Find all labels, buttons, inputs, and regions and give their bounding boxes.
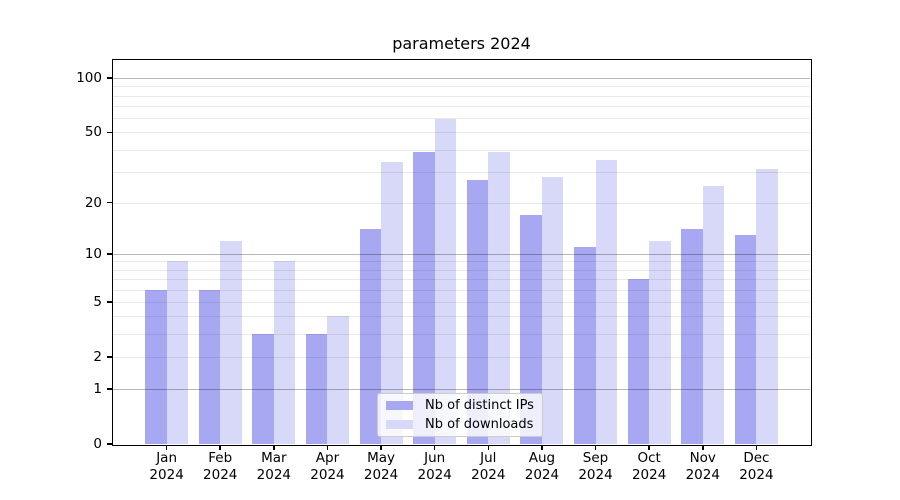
bar-distinct-ips-apr xyxy=(305,334,328,444)
bar-downloads-jul xyxy=(488,151,510,444)
x-tick-mark-sep xyxy=(594,445,597,450)
y-tick-mark-5 xyxy=(107,301,113,303)
x-tick-label-may: May 2024 xyxy=(363,450,399,483)
bar-distinct-ips-feb xyxy=(198,289,221,444)
y-tick-mark-1 xyxy=(107,388,113,390)
y-tick-mark-100 xyxy=(107,77,113,79)
bar-distinct-ips-may xyxy=(359,229,382,444)
x-tick-label-jan: Jan 2024 xyxy=(149,450,184,483)
y-tick-label-10: 10 xyxy=(84,245,102,262)
x-tick-label-nov: Nov 2024 xyxy=(685,450,720,483)
x-tick-mark-jul xyxy=(487,445,490,450)
y-tick-label-50: 50 xyxy=(84,124,102,141)
x-tick-mark-oct xyxy=(648,445,650,450)
bar-downloads-jun xyxy=(434,119,457,444)
bar-distinct-ips-jul xyxy=(466,179,489,444)
x-tick-mark-apr xyxy=(326,445,329,450)
x-tick-label-jul: Jul 2024 xyxy=(471,450,506,483)
bars-layer xyxy=(113,60,810,444)
x-tick-mark-may xyxy=(380,445,382,450)
bar-downloads-dec xyxy=(756,169,778,444)
bar-downloads-mar xyxy=(273,261,296,444)
x-tick-label-dec: Dec 2024 xyxy=(739,450,774,483)
x-tick-mark-mar xyxy=(273,445,275,450)
x-tick-mark-aug xyxy=(541,445,543,450)
x-tick-label-sep: Sep 2024 xyxy=(578,450,613,483)
x-tick-label-apr: Apr 2024 xyxy=(310,450,345,483)
bar-distinct-ips-jan xyxy=(145,289,167,444)
x-tick-label-aug: Aug 2024 xyxy=(524,450,560,483)
bar-downloads-nov xyxy=(702,185,725,444)
y-tick-label-0: 0 xyxy=(93,436,102,452)
x-tick-mark-jan xyxy=(165,445,168,450)
legend-swatch-distinct-ips xyxy=(386,401,413,410)
bar-distinct-ips-aug xyxy=(520,214,542,444)
legend-swatch-downloads xyxy=(386,420,413,429)
bar-distinct-ips-nov xyxy=(681,229,703,444)
legend-label-downloads: Nb of downloads xyxy=(425,417,534,432)
y-tick-mark-50 xyxy=(107,131,113,134)
y-tick-mark-10 xyxy=(107,253,113,255)
legend-label-distinct-ips: Nb of distinct IPs xyxy=(425,398,534,413)
bar-downloads-sep xyxy=(595,159,618,444)
bar-downloads-aug xyxy=(541,177,564,444)
x-tick-label-feb: Feb 2024 xyxy=(203,450,238,483)
y-tick-label-100: 100 xyxy=(76,70,102,87)
legend-item-distinct-ips: Nb of distinct IPs xyxy=(386,396,536,415)
y-tick-mark-0 xyxy=(107,443,113,445)
bar-downloads-oct xyxy=(649,240,671,444)
x-tick-mark-feb xyxy=(219,445,221,450)
bar-downloads-apr xyxy=(327,316,349,444)
bar-distinct-ips-mar xyxy=(252,334,274,444)
bar-downloads-jan xyxy=(166,261,189,444)
x-tick-label-jun: Jun 2024 xyxy=(417,450,452,483)
y-tick-mark-20 xyxy=(107,201,113,204)
chart-title: parameters 2024 xyxy=(392,34,531,53)
y-tick-label-2: 2 xyxy=(93,348,102,365)
bar-downloads-feb xyxy=(220,240,242,444)
x-tick-mark-nov xyxy=(702,445,704,450)
bar-downloads-may xyxy=(381,162,403,444)
legend-item-downloads: Nb of downloads xyxy=(386,415,536,434)
bar-distinct-ips-dec xyxy=(734,234,757,444)
x-tick-label-oct: Oct 2024 xyxy=(631,450,667,483)
legend: Nb of distinct IPs Nb of downloads xyxy=(377,393,543,437)
bar-distinct-ips-sep xyxy=(574,247,596,444)
x-tick-mark-jun xyxy=(433,445,436,450)
y-tick-mark-2 xyxy=(107,356,113,358)
y-tick-label-20: 20 xyxy=(84,194,102,211)
plot-area: Nb of distinct IPs Nb of downloads xyxy=(113,60,810,444)
bar-distinct-ips-oct xyxy=(627,279,650,444)
bar-distinct-ips-jun xyxy=(413,151,435,444)
x-tick-label-mar: Mar 2024 xyxy=(256,450,292,483)
y-tick-label-1: 1 xyxy=(93,381,102,398)
x-tick-mark-dec xyxy=(755,445,758,450)
y-tick-label-5: 5 xyxy=(93,293,102,310)
